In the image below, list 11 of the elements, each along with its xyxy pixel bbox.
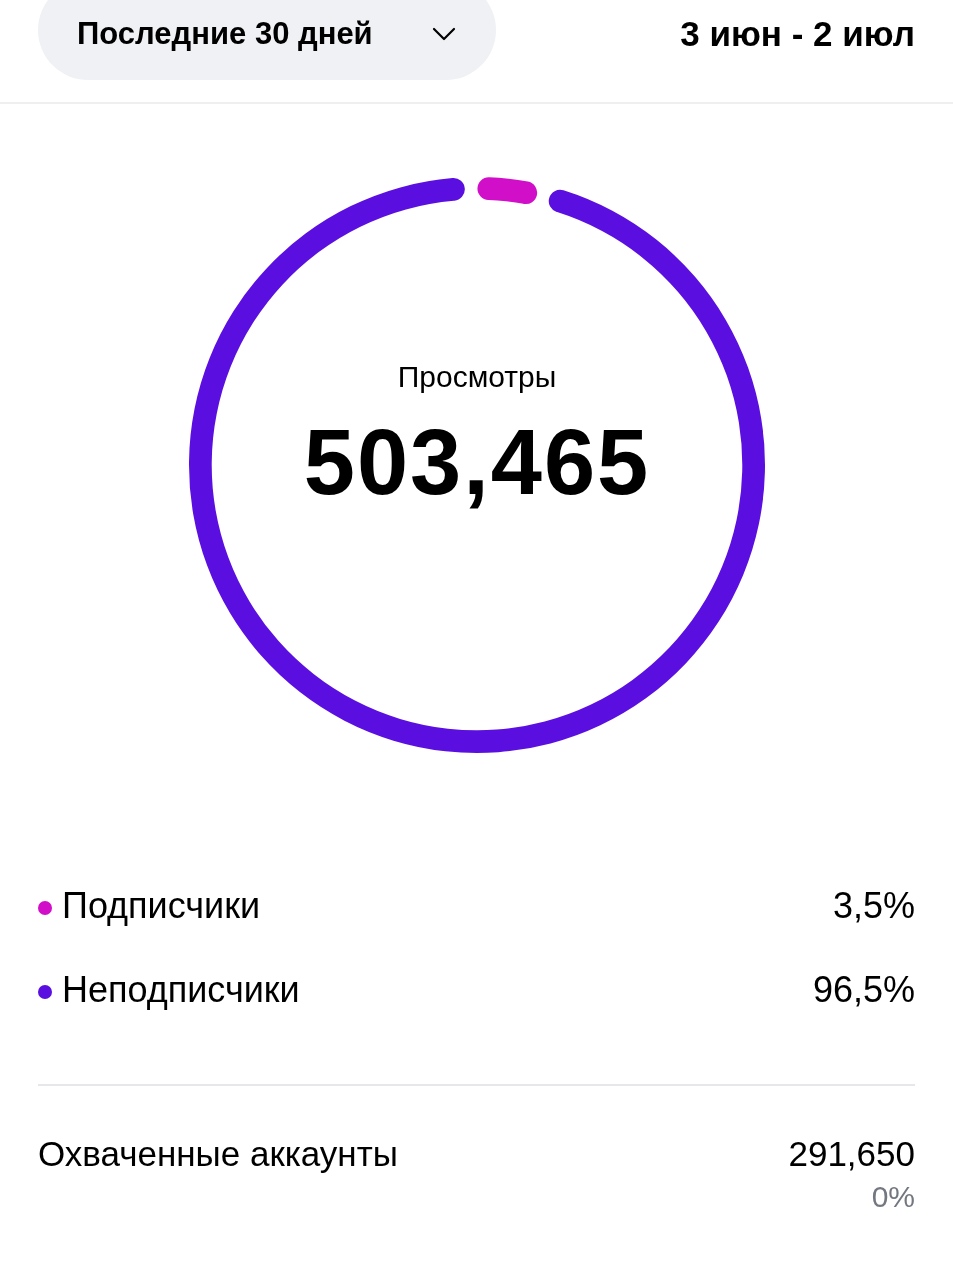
text: 291,650 xyxy=(788,1134,915,1174)
text: 0% xyxy=(871,1180,915,1214)
text: 503,465 xyxy=(302,410,652,515)
data-label: 96,5% xyxy=(812,969,915,1011)
text: 3 июн - 2 июл xyxy=(680,14,915,54)
text: Последние 30 дней xyxy=(77,16,373,52)
text: Охваченные аккаунты xyxy=(38,1134,398,1174)
data-label: 3,5% xyxy=(832,885,915,927)
text: Просмотры xyxy=(396,360,558,394)
legend-label: Неподписчики xyxy=(62,969,300,1010)
legend-label: Подписчики xyxy=(62,885,261,926)
